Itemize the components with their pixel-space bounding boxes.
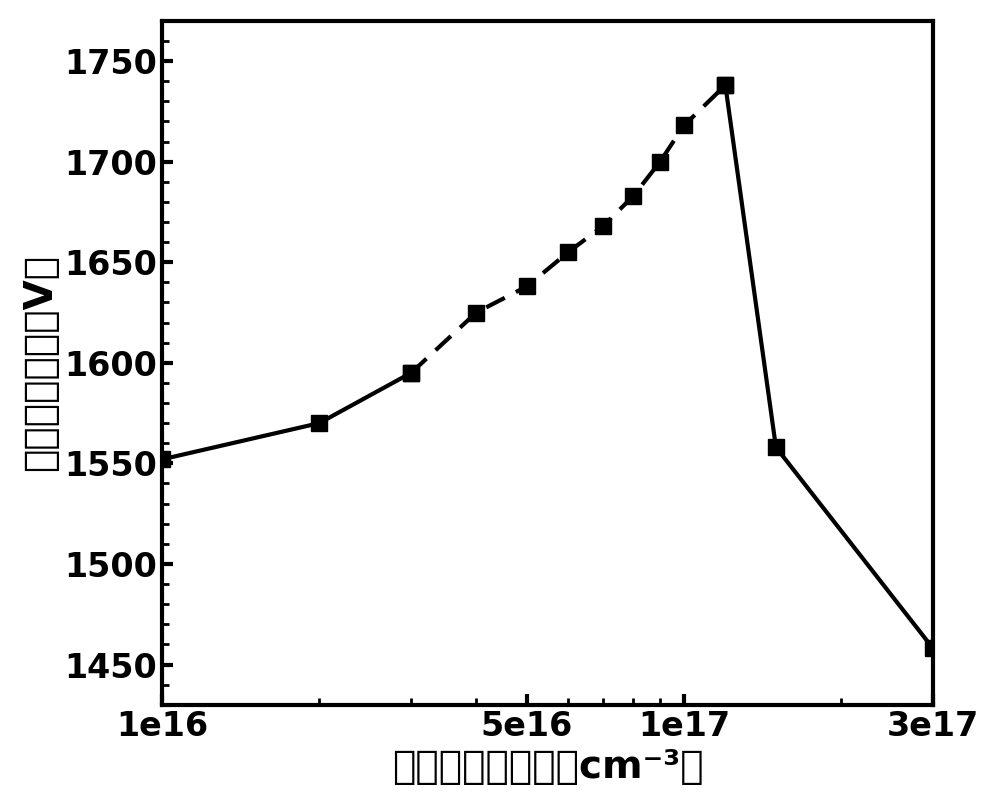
Y-axis label: 反向击穿电压（V）: 反向击穿电压（V） xyxy=(21,254,59,471)
X-axis label: 镌离子掺杂浓度（cm⁻³）: 镌离子掺杂浓度（cm⁻³） xyxy=(392,748,703,786)
